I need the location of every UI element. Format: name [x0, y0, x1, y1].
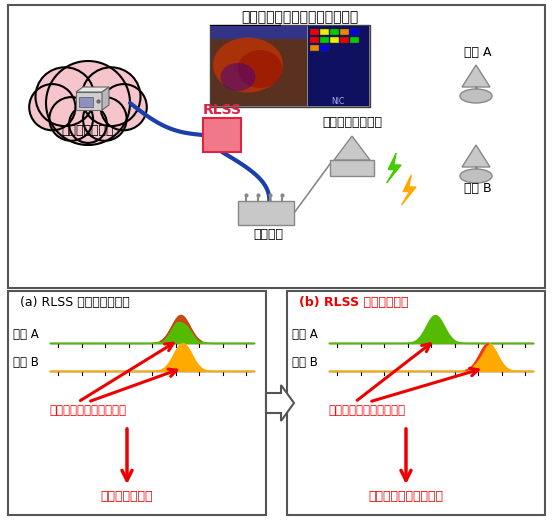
Bar [210, 25, 370, 107]
Ellipse shape [460, 169, 492, 183]
Polygon shape [266, 385, 294, 421]
Ellipse shape [460, 89, 492, 103]
Polygon shape [401, 175, 416, 205]
Ellipse shape [237, 50, 283, 88]
Circle shape [69, 105, 107, 143]
Text: 端末 A: 端末 A [465, 47, 492, 60]
Bar [79, 97, 93, 107]
Text: 同一チャネル干渉が発生: 同一チャネル干渉が発生 [50, 404, 127, 417]
Bar [8, 5, 545, 288]
Text: NIC: NIC [331, 97, 345, 106]
Text: 端末 B: 端末 B [13, 357, 39, 370]
Bar [330, 160, 374, 176]
Text: 端末 B: 端末 B [464, 183, 492, 196]
Text: 通信品質は劣化しない: 通信品質は劣化しない [368, 491, 444, 504]
Text: 端末 A: 端末 A [13, 328, 39, 342]
Bar [287, 291, 545, 515]
Bar [76, 92, 102, 110]
Bar [330, 29, 339, 35]
Polygon shape [387, 153, 401, 183]
Text: ルーター: ルーター [253, 229, 283, 242]
Polygon shape [102, 87, 109, 110]
Circle shape [49, 97, 93, 141]
Text: 端末 A: 端末 A [292, 328, 318, 342]
Polygon shape [334, 136, 370, 160]
Bar [238, 201, 294, 225]
Text: 同一チャネル干渉を回避: 同一チャネル干渉を回避 [328, 404, 405, 417]
Polygon shape [76, 87, 109, 92]
Circle shape [35, 67, 95, 126]
Circle shape [83, 97, 127, 141]
Bar [340, 29, 349, 35]
Text: 端末 B: 端末 B [292, 357, 318, 370]
Bar [310, 37, 319, 43]
Text: (a) RLSS を用いない場合: (a) RLSS を用いない場合 [20, 297, 130, 310]
Bar [308, 26, 369, 106]
Text: アクセスポイント: アクセスポイント [322, 117, 382, 130]
Text: (b) RLSS を用いた場合: (b) RLSS を用いた場合 [299, 297, 409, 310]
Circle shape [82, 67, 140, 126]
Bar [211, 26, 307, 106]
Polygon shape [462, 145, 490, 167]
Bar [320, 29, 329, 35]
Bar [330, 37, 339, 43]
Text: RLSS: RLSS [202, 103, 242, 117]
Circle shape [29, 84, 75, 130]
Bar [211, 26, 307, 39]
Ellipse shape [221, 63, 255, 91]
Ellipse shape [213, 38, 283, 93]
Circle shape [46, 61, 130, 145]
Bar [340, 37, 349, 43]
Text: インターネット: インターネット [62, 123, 114, 137]
Text: ホワイトスペースデータベース: ホワイトスペースデータベース [241, 10, 359, 24]
Bar [350, 29, 359, 35]
Bar [320, 45, 329, 51]
Bar [320, 37, 329, 43]
Polygon shape [462, 65, 490, 87]
Bar [203, 118, 241, 152]
Bar [8, 291, 266, 515]
Bar [350, 37, 359, 43]
Bar [310, 29, 319, 35]
Text: 通信品質が劣化: 通信品質が劣化 [101, 491, 153, 504]
Bar [310, 45, 319, 51]
Circle shape [101, 84, 147, 130]
